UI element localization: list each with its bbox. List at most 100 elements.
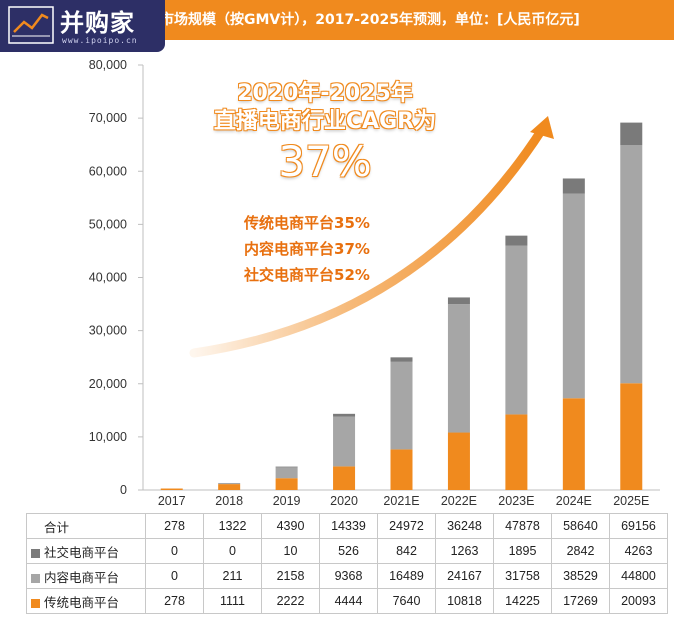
table-cell: 1895 xyxy=(493,538,552,564)
y-tick-label: 70,000 xyxy=(89,111,127,125)
bar-segment xyxy=(333,413,356,417)
bar-segment xyxy=(447,432,470,490)
cagr-period: 2020年-2025年 xyxy=(237,81,413,106)
row-label: 合计 xyxy=(26,513,146,539)
bar-segment xyxy=(505,245,528,415)
table-cell: 14225 xyxy=(493,588,552,614)
table-cell: 17269 xyxy=(551,588,610,614)
x-tick-label: 2018 xyxy=(215,494,243,508)
table-cell: 14339 xyxy=(319,513,378,539)
chart-title: 市场规模（按GMV计），2017-2025年预测，单位：[人民币亿元] xyxy=(160,12,580,28)
bar-segment xyxy=(447,297,470,305)
row-label: 传统电商平台 xyxy=(26,588,146,614)
y-axis: 0 10,000 20,000 30,000 40,000 50,000 60,000 70,… xyxy=(89,58,660,508)
table-cell: 0 xyxy=(145,563,204,589)
bar-segment xyxy=(390,449,413,490)
table-cell: 7640 xyxy=(377,588,436,614)
table-cell: 526 xyxy=(319,538,378,564)
table-cell: 20093 xyxy=(609,588,668,614)
table-cell: 4263 xyxy=(609,538,668,564)
bar-segment xyxy=(275,466,298,479)
x-tick-label: 2020 xyxy=(330,494,358,508)
table-cell: 9368 xyxy=(319,563,378,589)
table-cell: 1263 xyxy=(435,538,494,564)
table-cell: 10818 xyxy=(435,588,494,614)
bar-segment xyxy=(562,398,585,490)
segment-growth-list: 传统电商平台35% 内容电商平台37% 社交电商平台52% xyxy=(244,210,370,288)
logo-url: www.ipoipo.cn xyxy=(62,36,138,45)
table-row-content: 内容电商平台 0 211 2158 9368 16489 24167 31758… xyxy=(26,563,668,589)
x-tick-label: 2025E xyxy=(613,494,649,508)
table-cell: 24167 xyxy=(435,563,494,589)
legend-swatch-traditional xyxy=(31,598,40,608)
growth-traditional: 传统电商平台35% xyxy=(244,214,370,232)
bar-segment xyxy=(275,478,298,490)
bar-segment xyxy=(505,414,528,490)
y-tick-label: 10,000 xyxy=(89,430,127,444)
table-cell: 0 xyxy=(203,538,262,564)
bar-series-group xyxy=(160,122,643,490)
bar-segment xyxy=(562,193,585,399)
table-row-traditional: 传统电商平台 278 1111 2222 4444 7640 10818 142… xyxy=(26,588,668,614)
table-row-total: 合计 278 1322 4390 14339 24972 36248 47878… xyxy=(26,513,668,539)
cagr-value: 37% xyxy=(278,137,372,186)
x-tick-label: 2022E xyxy=(441,494,477,508)
bar-segment xyxy=(390,357,413,362)
bar-segment xyxy=(562,178,585,194)
y-tick-label: 50,000 xyxy=(89,217,127,231)
legend-swatch-content xyxy=(31,573,40,583)
y-tick-label: 20,000 xyxy=(89,377,127,391)
table-cell: 842 xyxy=(377,538,436,564)
growth-content: 内容电商平台37% xyxy=(244,240,370,258)
bar-segment xyxy=(390,361,413,450)
row-label: 内容电商平台 xyxy=(26,563,146,589)
growth-social: 社交电商平台52% xyxy=(244,266,370,284)
bar-segment xyxy=(620,122,643,146)
row-label: 社交电商平台 xyxy=(26,538,146,564)
table-cell: 38529 xyxy=(551,563,610,589)
bar-segment xyxy=(620,145,643,384)
arrow-head-icon xyxy=(530,116,554,139)
table-cell: 211 xyxy=(203,563,262,589)
table-cell: 0 xyxy=(145,538,204,564)
bar-segment xyxy=(160,488,183,490)
table-row-social: 社交电商平台 0 0 10 526 842 1263 1895 2842 426… xyxy=(26,538,668,564)
bar-segment xyxy=(218,482,241,485)
bar-segment xyxy=(218,484,241,490)
table-cell: 2222 xyxy=(261,588,320,614)
chart-logo-icon xyxy=(8,6,54,44)
y-tick-label: 0 xyxy=(120,483,127,497)
brand-logo: 并购家 www.ipoipo.cn xyxy=(0,0,165,52)
table-cell: 4390 xyxy=(261,513,320,539)
table-cell: 24972 xyxy=(377,513,436,539)
table-cell: 58640 xyxy=(551,513,610,539)
cagr-annotation: 2020年-2025年 直播电商行业CAGR为 37% xyxy=(190,80,460,188)
table-cell: 4444 xyxy=(319,588,378,614)
data-table: 合计 278 1322 4390 14339 24972 36248 47878… xyxy=(26,513,668,614)
y-tick-label: 40,000 xyxy=(89,271,127,285)
table-cell: 47878 xyxy=(493,513,552,539)
x-tick-label: 2023E xyxy=(498,494,534,508)
table-cell: 31758 xyxy=(493,563,552,589)
table-cell: 2842 xyxy=(551,538,610,564)
x-tick-label: 2024E xyxy=(556,494,592,508)
table-cell: 36248 xyxy=(435,513,494,539)
table-cell: 278 xyxy=(145,588,204,614)
x-tick-label: 2017 xyxy=(158,494,186,508)
table-cell: 69156 xyxy=(609,513,668,539)
y-tick-label: 60,000 xyxy=(89,164,127,178)
bar-segment xyxy=(333,416,356,467)
y-tick-label: 80,000 xyxy=(89,58,127,72)
table-cell: 278 xyxy=(145,513,204,539)
table-cell: 1322 xyxy=(203,513,262,539)
cagr-label: 直播电商行业CAGR为 xyxy=(213,109,437,134)
bar-segment xyxy=(275,466,298,468)
x-tick-label: 2021E xyxy=(383,494,419,508)
table-cell: 44800 xyxy=(609,563,668,589)
bar-segment xyxy=(447,304,470,433)
table-cell: 16489 xyxy=(377,563,436,589)
logo-text: 并购家 xyxy=(60,9,135,37)
bar-segment xyxy=(505,235,528,246)
y-tick-label: 30,000 xyxy=(89,324,127,338)
